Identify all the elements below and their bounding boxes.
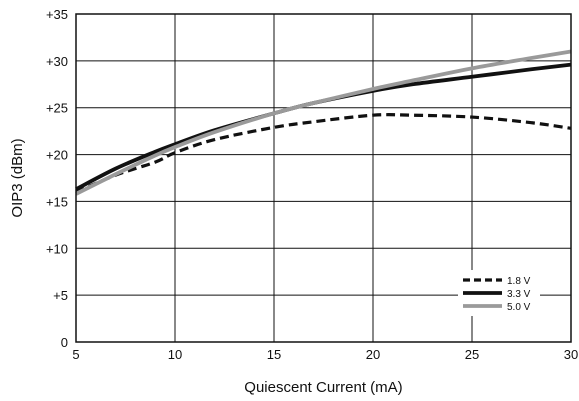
y-tick-label: +20 [46,148,68,163]
x-tick-label: 5 [72,347,79,362]
series-line-1-8-v [75,113,572,194]
legend-label: 5.0 V [507,302,531,313]
y-tick-label: +25 [46,101,68,116]
x-tick-label: 20 [366,347,380,362]
x-tick-label: 15 [267,347,281,362]
legend-label: 1.8 V [507,276,531,287]
y-tick-label: +10 [46,241,68,256]
y-tick-label: +5 [53,288,68,303]
y-tick-label: 0 [61,335,68,350]
legend: 1.8 V 3.3 V 5.0 V [458,270,540,316]
x-tick-label: 10 [168,347,182,362]
plot-area-frame [75,13,572,343]
legend-label: 3.3 V [507,289,531,300]
y-tick-label: +30 [46,54,68,69]
series-line-3-3-v [75,62,572,191]
x-axis-label: Quiescent Current (mA) [244,379,402,396]
series-line-5-0-v [75,49,572,196]
x-axis-ticks: 5 10 15 20 25 30 [72,347,578,362]
y-tick-label: +35 [46,7,68,22]
y-tick-label: +15 [46,194,68,209]
series-layer [75,49,572,196]
y-axis-ticks: 0 +5 +10 +15 +20 +25 +30 +35 [46,7,68,350]
x-tick-label: 25 [465,347,479,362]
y-axis-label: OIP3 (dBm) [9,138,26,217]
x-tick-label: 30 [564,347,578,362]
